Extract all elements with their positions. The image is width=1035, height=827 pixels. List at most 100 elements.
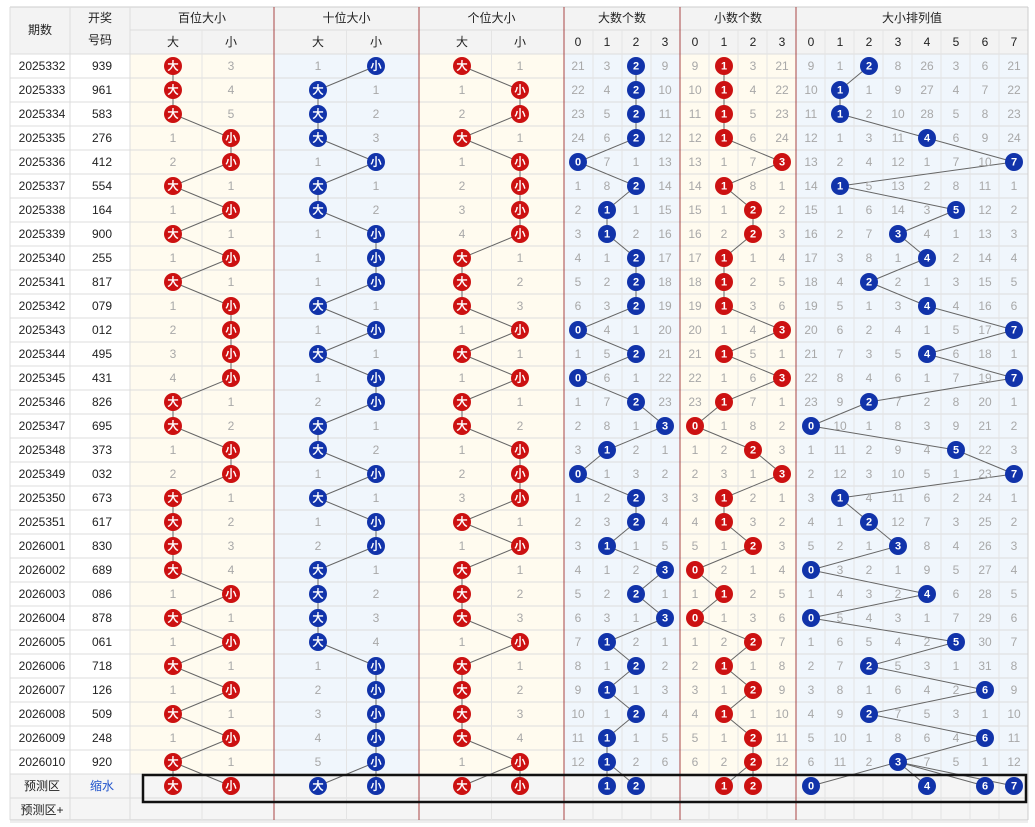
miss-count: 10 [804, 83, 818, 97]
number-cell: 878 [92, 611, 112, 625]
miss-count: 1 [633, 203, 640, 217]
table-row: 2025343 012 [19, 323, 113, 337]
ball-label: 7 [1011, 373, 1017, 385]
hit-ball: 小 [367, 753, 385, 771]
miss-count: 3 [1011, 539, 1018, 553]
miss-count: 3 [459, 491, 466, 505]
hit-ball: 1 [715, 705, 733, 723]
ball-label: 小 [514, 179, 526, 193]
miss-count: 3 [750, 515, 757, 529]
miss-count: 1 [633, 155, 640, 169]
ball-marker [367, 657, 385, 675]
ball-marker [744, 201, 762, 219]
ball-marker [744, 681, 762, 699]
trend-line-segment [172, 713, 232, 739]
miss-count: 3 [228, 539, 235, 553]
ball-marker [164, 609, 182, 627]
miss-count: 3 [633, 467, 640, 481]
number-cell: 920 [92, 755, 112, 769]
miss-count: 6 [750, 371, 757, 385]
ball-label: 大 [313, 443, 324, 457]
miss-count: 3 [750, 59, 757, 73]
miss-count: 4 [808, 707, 815, 721]
hit-ball: 3 [773, 369, 791, 387]
miss-count: 28 [978, 587, 992, 601]
miss-count: 2 [692, 659, 699, 673]
ball-label: 大 [457, 59, 468, 73]
sub-header: 2 [633, 35, 640, 49]
miss-count: 3 [575, 539, 582, 553]
ball-label: 0 [575, 325, 581, 337]
miss-count: 2 [953, 491, 960, 505]
miss-count: 12 [833, 467, 847, 481]
miss-count: 11 [892, 491, 905, 505]
miss-count: 13 [978, 227, 992, 241]
miss-count: 1 [982, 755, 989, 769]
trend-line-segment [868, 689, 986, 715]
ball-marker [715, 57, 733, 75]
miss-count: 7 [953, 371, 960, 385]
miss-count: 1 [779, 491, 786, 505]
trend-line-segment [461, 737, 521, 763]
ball-marker [367, 57, 385, 75]
hit-ball: 2 [744, 201, 762, 219]
miss-count: 2 [895, 587, 902, 601]
miss-count: 1 [924, 323, 931, 337]
hit-ball: 2 [860, 273, 878, 291]
number-cell: 126 [92, 683, 112, 697]
miss-count: 5 [692, 539, 699, 553]
hit-ball: 2 [860, 393, 878, 411]
hit-ball: 2 [860, 513, 878, 531]
miss-count: 3 [228, 59, 235, 73]
trend-line-segment [461, 113, 521, 139]
ball-marker [309, 177, 327, 195]
ball-label: 小 [370, 155, 382, 169]
miss-count: 2 [662, 467, 669, 481]
ball-marker [453, 777, 471, 795]
hit-ball: 小 [367, 393, 385, 411]
table-row: 2025337 554 [19, 179, 113, 193]
miss-count: 13 [688, 155, 702, 169]
trend-line-segment [810, 545, 899, 571]
miss-count: 8 [837, 371, 844, 385]
hit-ball: 7 [1005, 369, 1023, 387]
miss-count: 9 [779, 683, 786, 697]
period-cell: 2025350 [19, 491, 66, 505]
ball-label: 小 [225, 131, 237, 145]
hit-ball: 1 [598, 633, 616, 651]
ball-label: 1 [721, 109, 727, 121]
miss-count: 1 [866, 683, 873, 697]
ball-marker [309, 609, 327, 627]
miss-count: 6 [895, 683, 902, 697]
ball-marker [367, 249, 385, 267]
miss-count: 10 [571, 707, 585, 721]
miss-count: 1 [170, 683, 177, 697]
trend-line-segment [317, 161, 377, 187]
miss-count: 9 [575, 683, 582, 697]
group-header: 个位大小 [467, 10, 515, 25]
ball-label: 5 [953, 637, 959, 649]
hit-ball: 小 [222, 585, 240, 603]
ball-label: 大 [457, 563, 468, 577]
period-cell: 2026007 [19, 683, 66, 697]
shrink-link[interactable]: 缩水 [90, 778, 114, 793]
ball-marker [222, 345, 240, 363]
hit-ball: 小 [511, 489, 529, 507]
miss-count: 11 [892, 131, 905, 145]
ball-marker [164, 105, 182, 123]
miss-count: 10 [775, 707, 789, 721]
hit-ball: 0 [802, 561, 820, 579]
hit-ball: 大 [309, 489, 327, 507]
ball-marker [831, 177, 849, 195]
hit-ball: 1 [831, 177, 849, 195]
ball-label: 大 [313, 587, 324, 601]
miss-count: 8 [924, 539, 931, 553]
ball-label: 小 [514, 539, 526, 553]
miss-count: 3 [170, 347, 177, 361]
miss-count: 11 [572, 731, 585, 745]
miss-count: 1 [750, 563, 757, 577]
ball-label: 1 [721, 349, 727, 361]
hit-ball: 大 [164, 417, 182, 435]
miss-count: 2 [779, 515, 786, 529]
miss-count: 1 [575, 395, 582, 409]
